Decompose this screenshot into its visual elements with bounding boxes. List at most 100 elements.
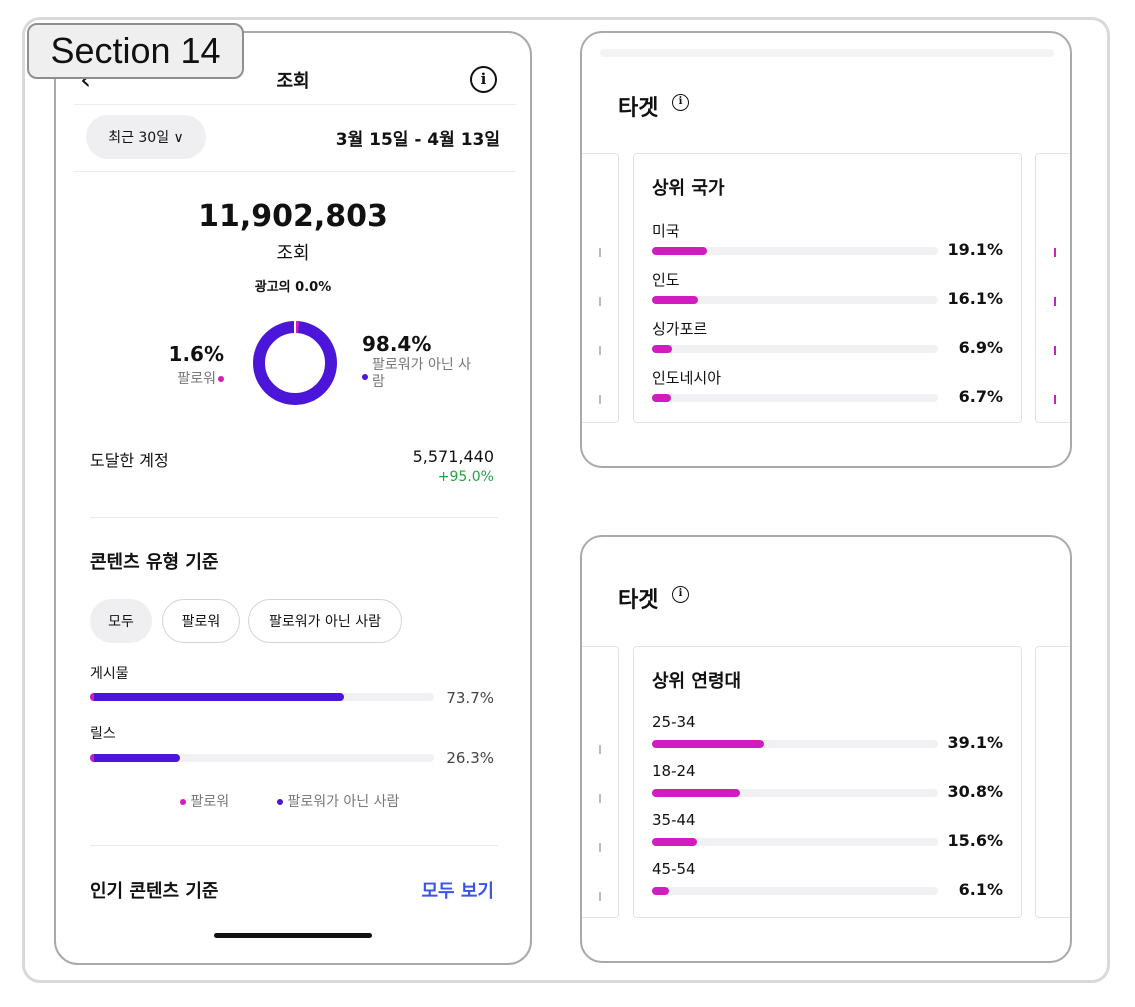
header: ‹ 조회 i bbox=[56, 33, 530, 105]
age-track bbox=[652, 789, 938, 797]
legend-label: 팔로워가 아닌 사람 bbox=[287, 794, 400, 810]
date-range: 3월 15일 - 4월 13일 bbox=[335, 130, 500, 150]
top-ages-card: 상위 연령대 25-34 39.1% 18-24 30.8% 35-44 15.… bbox=[633, 646, 1022, 918]
country-percent: 16.1% bbox=[947, 289, 1003, 308]
chip-nonfollowers[interactable]: 팔로워가 아닌 사람 bbox=[248, 599, 402, 643]
country-track bbox=[652, 394, 938, 402]
age-track bbox=[652, 740, 938, 748]
age-percent: 39.1% bbox=[947, 733, 1003, 752]
country-label: 싱가포르 bbox=[652, 320, 708, 338]
age-percent: 6.1% bbox=[958, 880, 1003, 899]
country-track bbox=[652, 296, 938, 304]
age-label: 35-44 bbox=[652, 811, 696, 829]
content-type-bar bbox=[90, 754, 181, 762]
age-track bbox=[652, 838, 938, 846]
card-top-strip bbox=[600, 49, 1054, 57]
country-percent: 6.7% bbox=[958, 387, 1003, 406]
content-type-percent: 26.3% bbox=[446, 749, 494, 767]
reach-divider bbox=[90, 517, 498, 518]
age-bar bbox=[652, 887, 670, 895]
peek-tick bbox=[599, 346, 601, 355]
home-indicator bbox=[214, 933, 372, 938]
peek-tick bbox=[599, 395, 601, 404]
target-title: 타겟 bbox=[618, 96, 659, 121]
accounts-reached-change: +95.0% bbox=[437, 469, 494, 485]
page-title: 조회 bbox=[276, 71, 310, 92]
info-icon[interactable]: i bbox=[672, 586, 689, 603]
followers-label: 팔로워 bbox=[177, 371, 216, 387]
country-bar bbox=[652, 345, 672, 353]
age-percent: 15.6% bbox=[947, 831, 1003, 850]
country-percent: 6.9% bbox=[958, 338, 1003, 357]
header-divider bbox=[74, 104, 516, 105]
peek-tick bbox=[599, 248, 601, 257]
accounts-reached-label: 도달한 계정 bbox=[90, 451, 169, 470]
nonfollowers-label: 팔로워가 아닌 사람 bbox=[372, 357, 472, 390]
country-label: 인도네시아 bbox=[652, 369, 722, 387]
peek-tick bbox=[599, 892, 601, 901]
target-countries-card: 타겟 i 상위 국가 미국 19.1% 인도 16.1% 싱가포르 6.9% 인… bbox=[580, 31, 1072, 468]
filter-divider bbox=[74, 171, 516, 172]
peek-tick bbox=[1054, 248, 1056, 257]
legend-label: 팔로워 bbox=[190, 794, 230, 810]
followers-percent: 1.6% bbox=[168, 342, 224, 366]
peek-tick bbox=[599, 794, 601, 803]
content-type-percent: 73.7% bbox=[446, 689, 494, 707]
prev-card-peek[interactable] bbox=[582, 153, 619, 423]
content-type-label: 게시물 bbox=[90, 666, 129, 682]
total-views-unit: 조회 bbox=[276, 243, 310, 264]
content-divider bbox=[90, 845, 498, 846]
peek-tick bbox=[599, 297, 601, 306]
accounts-reached-value: 5,571,440 bbox=[412, 447, 494, 466]
followers-bar-segment bbox=[90, 693, 94, 701]
country-bar bbox=[652, 296, 699, 304]
nonfollowers-dot-icon bbox=[362, 374, 368, 380]
nonfollowers-donut-segment bbox=[253, 321, 337, 405]
target-ages-card: 타겟 i 상위 연령대 25-34 39.1% 18-24 30.8% 35-4… bbox=[580, 535, 1072, 963]
age-label: 25-34 bbox=[652, 713, 696, 731]
age-bar bbox=[652, 789, 741, 797]
country-track bbox=[652, 247, 938, 255]
age-bar bbox=[652, 838, 697, 846]
top-countries-card: 상위 국가 미국 19.1% 인도 16.1% 싱가포르 6.9% 인도네시아 … bbox=[633, 153, 1022, 423]
peek-tick bbox=[1054, 297, 1056, 306]
peek-tick bbox=[599, 843, 601, 852]
age-label: 45-54 bbox=[652, 860, 696, 878]
section-label: Section 14 bbox=[27, 23, 244, 79]
country-bar bbox=[652, 394, 672, 402]
target-title: 타겟 bbox=[618, 588, 659, 613]
followers-bar-segment bbox=[90, 754, 94, 762]
chip-followers[interactable]: 팔로워 bbox=[162, 599, 240, 643]
content-type-track bbox=[90, 693, 434, 701]
total-views-count: 11,902,803 bbox=[198, 199, 388, 234]
content-type-track bbox=[90, 754, 434, 762]
next-card-peek[interactable] bbox=[1035, 153, 1070, 423]
content-type-title: 콘텐츠 유형 기준 bbox=[90, 552, 219, 573]
top-countries-title: 상위 국가 bbox=[652, 178, 725, 199]
age-label: 18-24 bbox=[652, 762, 696, 780]
back-chevron-icon[interactable]: ‹ bbox=[80, 63, 92, 96]
peek-tick bbox=[1054, 395, 1056, 404]
country-label: 미국 bbox=[652, 222, 680, 240]
info-icon[interactable]: i bbox=[470, 66, 497, 93]
info-icon[interactable]: i bbox=[672, 94, 689, 111]
age-percent: 30.8% bbox=[947, 782, 1003, 801]
prev-card-peek[interactable] bbox=[582, 646, 619, 918]
chip-all[interactable]: 모두 bbox=[90, 599, 152, 643]
content-type-label: 릴스 bbox=[90, 726, 116, 742]
top-ages-title: 상위 연령대 bbox=[652, 671, 742, 692]
peek-tick bbox=[599, 745, 601, 754]
age-track bbox=[652, 887, 938, 895]
see-all-link[interactable]: 모두 보기 bbox=[421, 881, 494, 902]
nonfollowers-dot-icon bbox=[277, 799, 283, 805]
followers-dot-icon bbox=[218, 376, 224, 382]
followers-legend: 팔로워 bbox=[177, 368, 224, 388]
period-filter-button[interactable]: 최근 30일 ∨ bbox=[86, 115, 206, 159]
next-card-peek[interactable] bbox=[1035, 646, 1070, 918]
views-insights-panel: ‹ 조회 i 최근 30일 ∨ 3월 15일 - 4월 13일 11,902,8… bbox=[54, 31, 532, 965]
legend-nonfollowers: 팔로워가 아닌 사람 bbox=[277, 791, 399, 811]
legend-followers: 팔로워 bbox=[180, 791, 229, 811]
nonfollowers-percent: 98.4% bbox=[362, 332, 432, 356]
age-bar bbox=[652, 740, 764, 748]
country-track bbox=[652, 345, 938, 353]
